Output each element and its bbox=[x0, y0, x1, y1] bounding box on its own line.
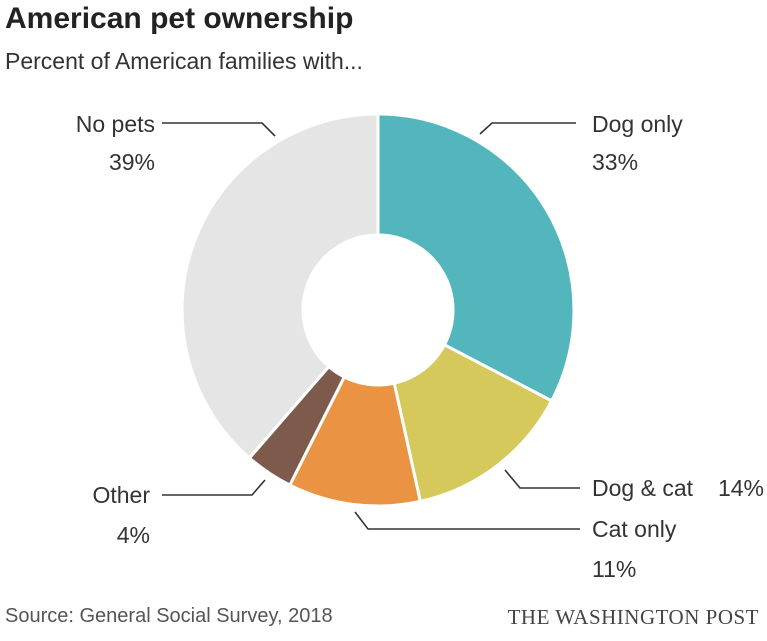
leader-other bbox=[162, 479, 266, 496]
leader-no-pets bbox=[162, 122, 276, 137]
publisher-credit: THE WASHINGTON POST bbox=[507, 605, 759, 629]
label-dog-and-cat: Dog & cat bbox=[592, 475, 694, 501]
leader-dog-only bbox=[479, 122, 576, 135]
leader-lines-group bbox=[162, 122, 580, 530]
slices-group bbox=[180, 112, 576, 508]
label-cat-only: Cat only bbox=[592, 516, 677, 542]
leader-dog-and-cat bbox=[504, 469, 580, 489]
donut-chart: Dog only 33% Dog & cat 14% Cat only 11% … bbox=[76, 111, 764, 582]
label-dog-only: Dog only bbox=[592, 111, 683, 137]
label-no-pets: No pets bbox=[76, 111, 155, 137]
value-dog-and-cat: 14% bbox=[718, 475, 764, 501]
slice-dog-only bbox=[376, 112, 576, 403]
slice-no-pets bbox=[180, 112, 380, 460]
value-no-pets: 39% bbox=[109, 149, 155, 175]
chart-title: American pet ownership bbox=[5, 2, 354, 35]
labels-group: Dog only 33% Dog & cat 14% Cat only 11% … bbox=[76, 111, 764, 582]
value-cat-only: 11% bbox=[592, 556, 636, 582]
value-other: 4% bbox=[117, 522, 150, 548]
leader-cat-only bbox=[354, 511, 580, 530]
slice-dog-cat bbox=[392, 343, 554, 503]
chart-subtitle: Percent of American families with... bbox=[5, 48, 363, 74]
source-note: Source: General Social Survey, 2018 bbox=[5, 605, 333, 627]
label-other: Other bbox=[92, 482, 150, 508]
value-dog-only: 33% bbox=[592, 149, 638, 175]
